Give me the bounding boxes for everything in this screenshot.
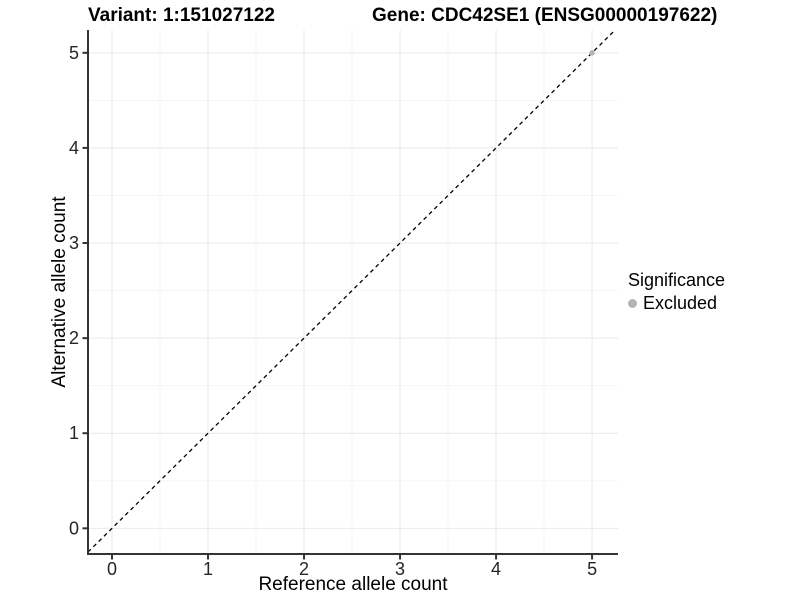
y-axis-title: Alternative allele count [49,196,70,388]
y-tick-label: 4 [69,138,79,158]
legend-title: Significance [628,270,726,290]
legend-item-label: Excluded [643,293,718,313]
plot-title-gene: Gene: CDC42SE1 (ENSG00000197622) [372,5,718,26]
legend-item-excluded: Excluded [628,293,725,314]
x-tick-label: 2 [299,559,309,579]
y-tick-label: 3 [69,233,79,253]
plot-title-variant: Variant: 1:151027122 [88,5,275,26]
x-tick-label: 3 [395,559,405,579]
legend-key-dot [628,299,637,308]
x-axis-title: Reference allele count [258,574,448,595]
x-tick-label: 1 [203,559,213,579]
y-tick-label: 1 [69,423,79,443]
x-tick-label: 0 [107,559,117,579]
identity-line [87,29,616,553]
data-point-excluded [589,50,595,56]
x-tick-label: 4 [491,559,501,579]
x-tick-label: 5 [587,559,597,579]
y-tick-label: 5 [69,43,79,63]
y-tick-label: 0 [69,518,79,538]
y-tick-label: 2 [69,328,79,348]
legend: Significance Excluded [628,270,725,314]
